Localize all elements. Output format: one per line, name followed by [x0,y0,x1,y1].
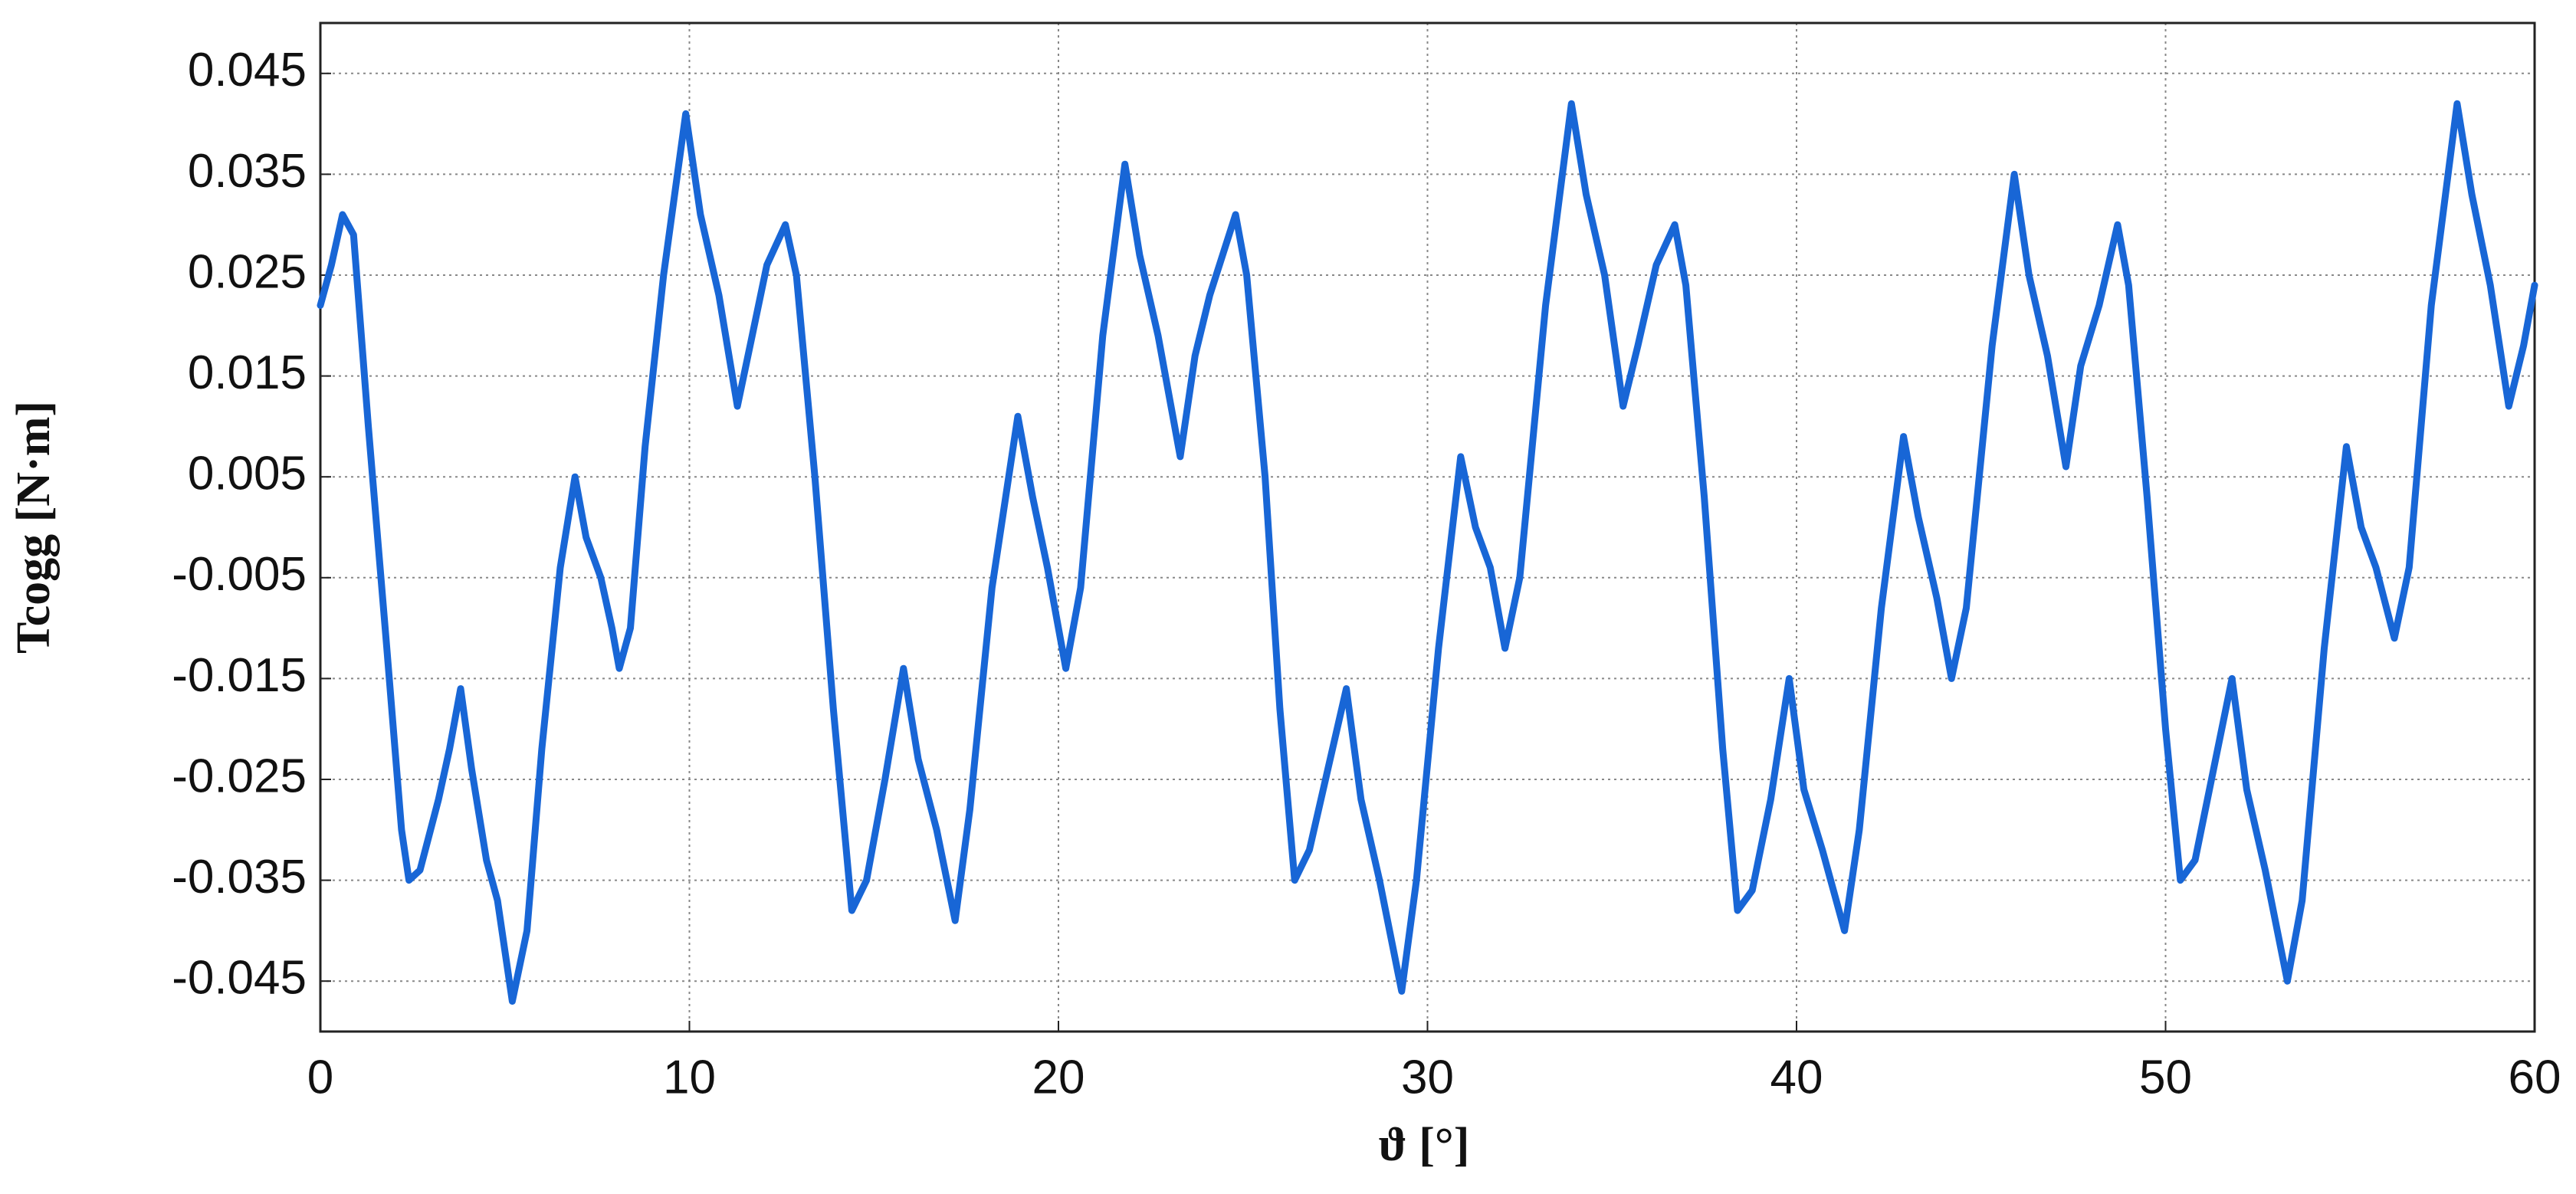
x-tick-label: 60 [2509,1051,2561,1104]
y-tick-label: -0.045 [172,952,307,1005]
y-tick-label: -0.035 [172,851,307,904]
y-tick-label: -0.025 [172,750,307,802]
y-tick-label: -0.015 [172,649,307,702]
y-axis-label: Tcogg [N·m] [8,401,60,654]
x-tick-label: 30 [1401,1051,1454,1104]
y-tick-label: 0.035 [188,145,307,198]
y-tick-label: 0.025 [188,245,307,298]
x-tick-label: 50 [2139,1051,2192,1104]
x-tick-label: 10 [663,1051,716,1104]
y-tick-label: 0.045 [188,44,307,97]
x-tick-label: 20 [1032,1051,1085,1104]
y-tick-label: 0.015 [188,346,307,399]
y-tick-label: -0.005 [172,548,307,601]
plot-frame [319,21,2536,1033]
x-tick-label: 0 [307,1051,333,1104]
y-tick-label: 0.005 [188,448,307,500]
x-tick-label: 40 [1770,1051,1823,1104]
data-line [317,100,2538,1005]
x-axis-label: ϑ [°] [1379,1119,1470,1171]
